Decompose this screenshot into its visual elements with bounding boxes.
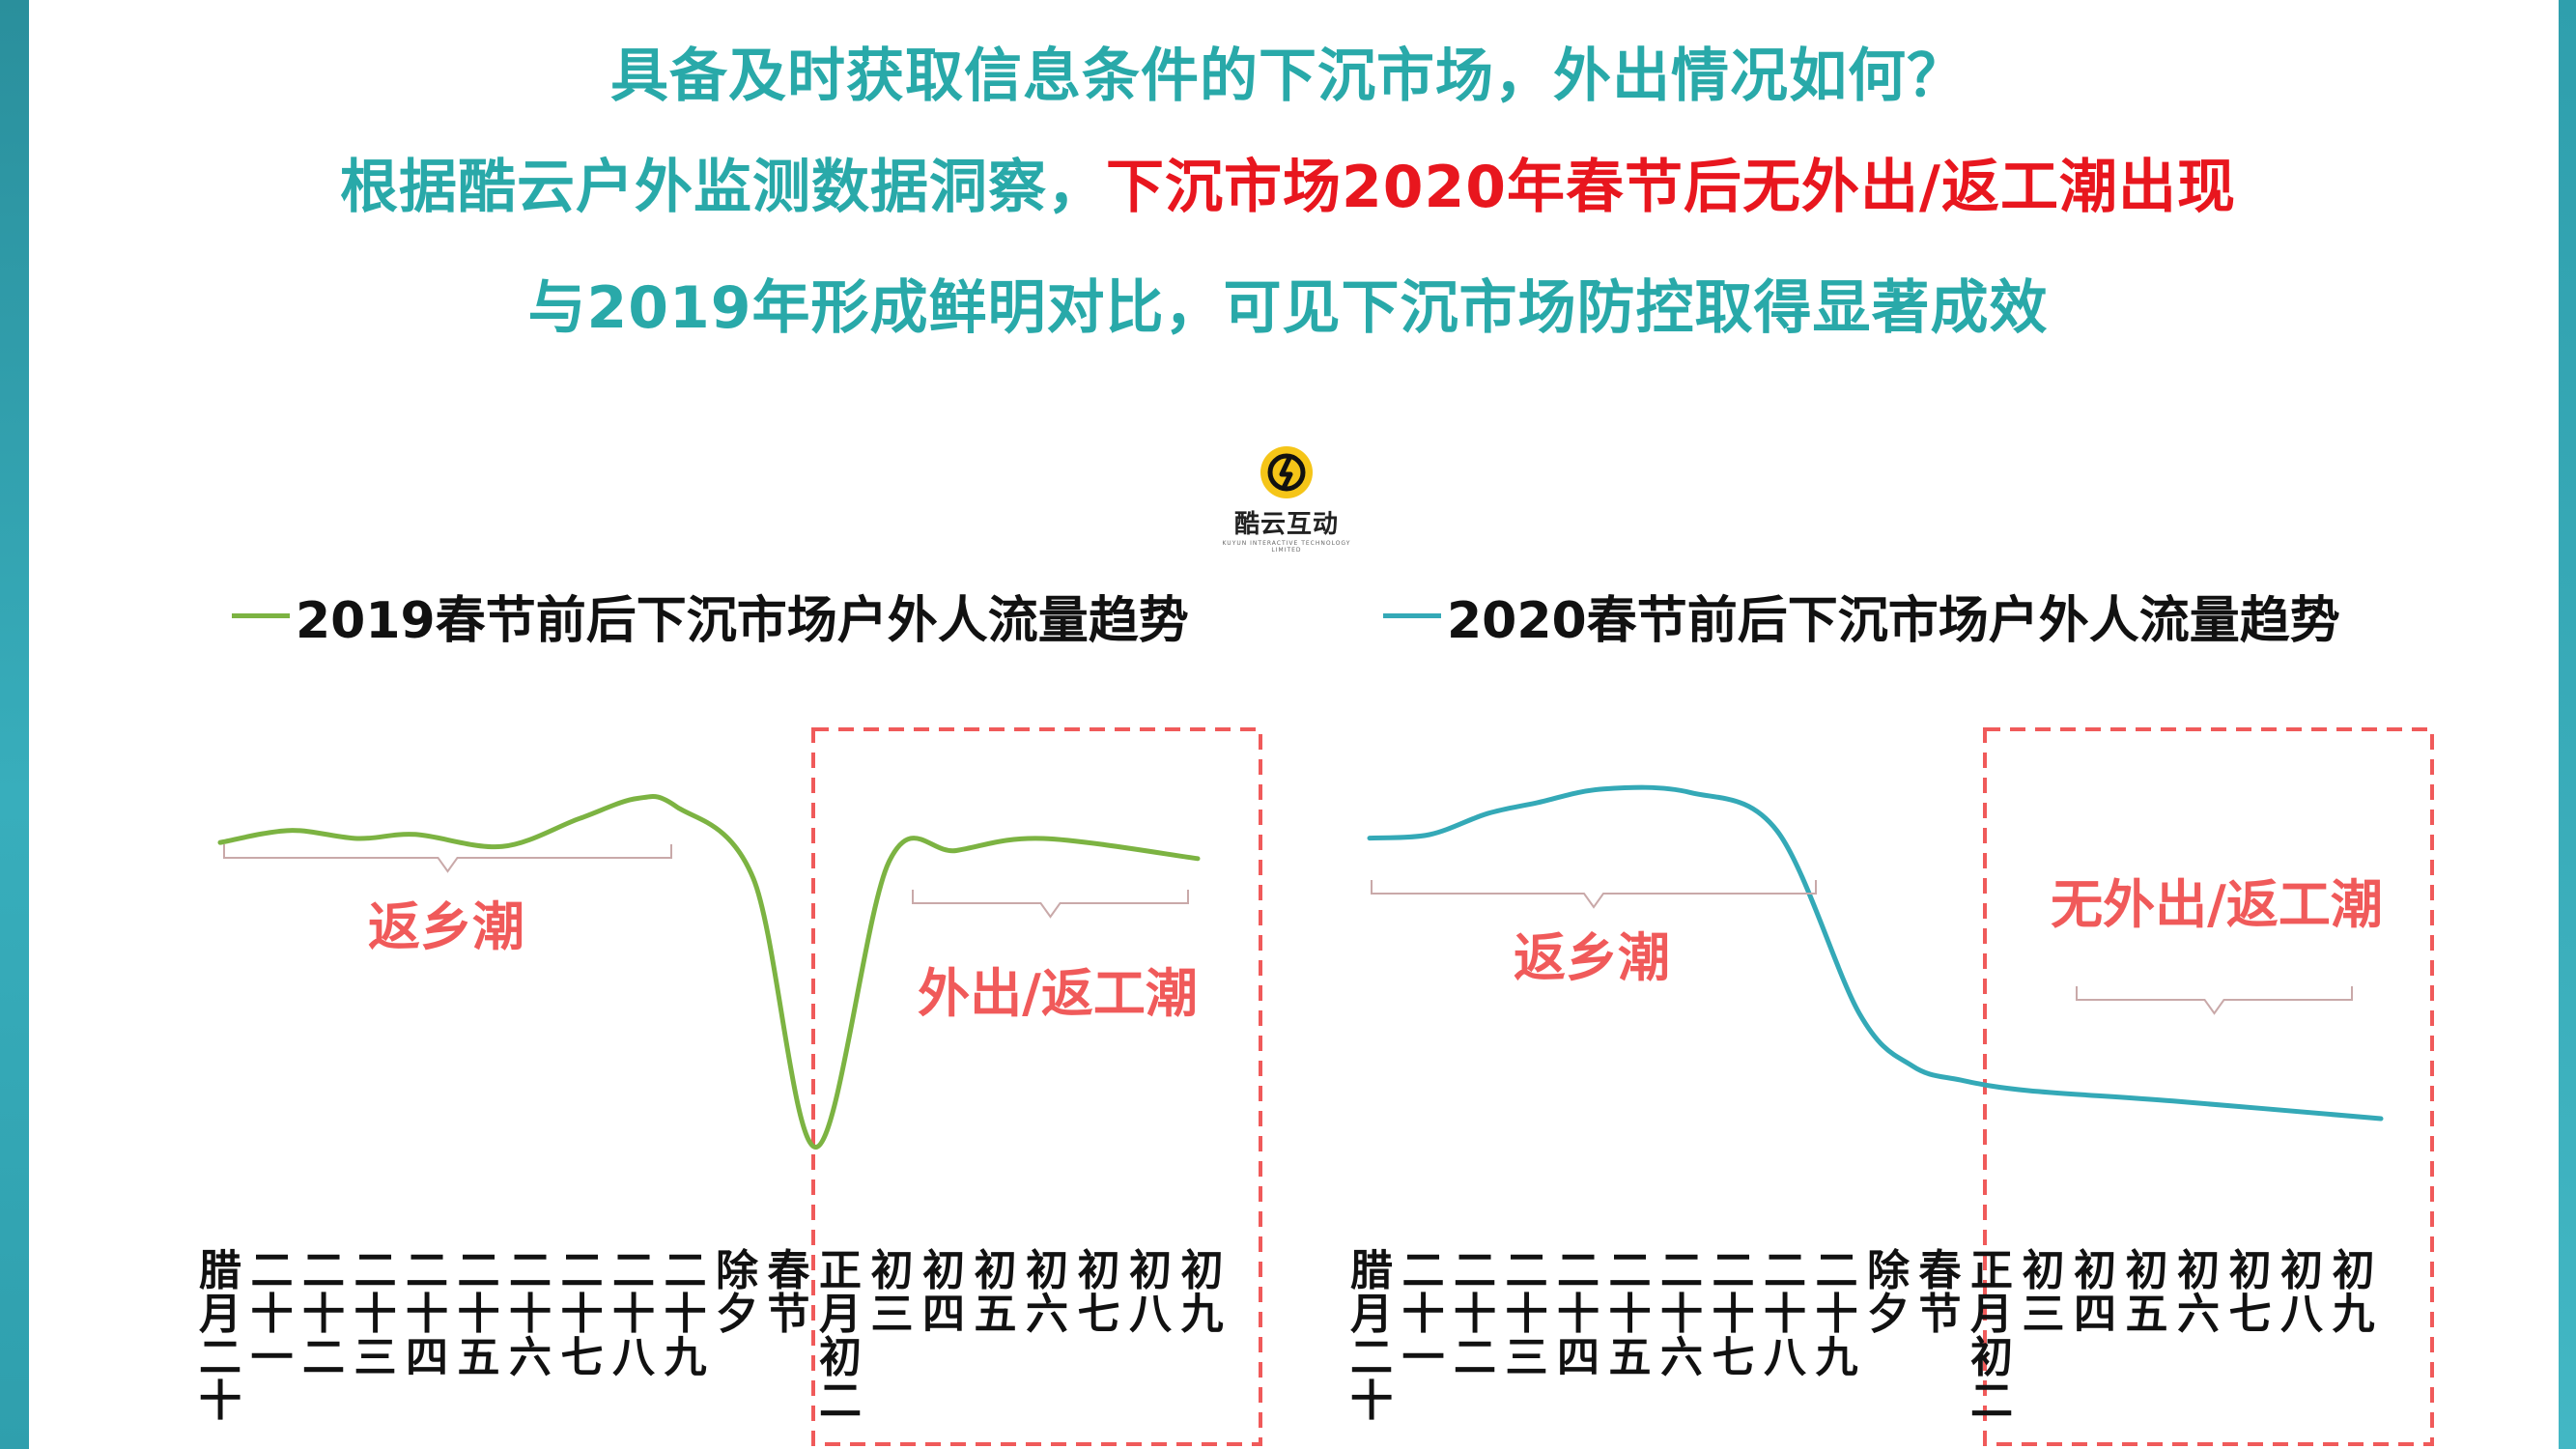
x-tick-label: 正月初二	[819, 1246, 862, 1426]
x-tick-label: 初八	[2280, 1246, 2324, 1339]
x-tick-label: 春节	[1919, 1246, 1962, 1339]
x-tick-label: 二十五	[458, 1246, 500, 1382]
x-tick-label: 二十二	[302, 1246, 345, 1382]
annotation-outbound: 外出/返工潮	[918, 963, 1198, 1024]
left-accent-bar	[0, 0, 29, 1449]
chart-2020-title-text: 2020春节前后下沉市场户外人流量趋势	[1447, 592, 2340, 650]
x-tick-label: 初五	[975, 1246, 1017, 1339]
x-tick-label: 初九	[2333, 1246, 2375, 1339]
brace-outbound	[912, 890, 1189, 919]
x-tick-label: 二十五	[1609, 1246, 1652, 1382]
x-tick-label: 二十六	[1660, 1246, 1703, 1382]
chart-2019-title: 2019春节前后下沉市场户外人流量趋势	[232, 580, 1189, 652]
x-tick-label: 初八	[1129, 1246, 1173, 1339]
x-tick-label: 初六	[2177, 1246, 2220, 1339]
highlight-box-2019	[811, 727, 1262, 1446]
brace-no-outbound	[2076, 986, 2353, 1015]
annotation-return-home: 返乡潮	[368, 896, 524, 957]
x-tick-label: 初五	[2126, 1246, 2168, 1339]
x-tick-label: 腊月二十	[199, 1246, 241, 1426]
logo-subtext: KUYUN INTERACTIVE TECHNOLOGY LIMITED	[1222, 540, 1351, 554]
annotation-no-outbound: 无外出/返工潮	[2051, 874, 2383, 935]
x-tick-label: 初六	[1026, 1246, 1068, 1339]
legend-line-2019	[232, 613, 290, 618]
x-tick-label: 正月初二	[1970, 1246, 2013, 1426]
x-tick-label: 除夕	[1867, 1246, 1911, 1339]
x-tick-label: 二十四	[1557, 1246, 1599, 1382]
brace-return-home	[223, 844, 672, 873]
x-tick-label: 初三	[2023, 1246, 2065, 1339]
kuyun-logo: 酷云互动 KUYUN INTERACTIVE TECHNOLOGY LIMITE…	[1219, 446, 1354, 554]
brace-return-home	[1371, 880, 1817, 909]
x-tick-label: 初七	[2229, 1246, 2272, 1339]
x-tick-label: 腊月二十	[1350, 1246, 1393, 1426]
logo-mark-icon	[1260, 446, 1313, 498]
headline-insight: 根据酷云户外监测数据洞察，下沉市场2020年春节后无外出/返工潮出现	[0, 140, 2576, 224]
x-tick-label: 初四	[2074, 1246, 2116, 1339]
x-tick-label: 二十一	[251, 1246, 294, 1382]
headline-insight-highlight: 下沉市场2020年春节后无外出/返工潮出现	[1106, 154, 2236, 221]
annotation-return-home: 返乡潮	[1514, 927, 1670, 988]
x-tick-label: 二十八	[1764, 1246, 1807, 1382]
x-tick-label: 初七	[1078, 1246, 1120, 1339]
x-tick-label: 初三	[871, 1246, 914, 1339]
x-tick-label: 初九	[1181, 1246, 1224, 1339]
legend-line-2020	[1383, 613, 1441, 618]
x-tick-label: 二十九	[1816, 1246, 1858, 1382]
series-line-2019	[217, 794, 1201, 1150]
headline-question: 具备及时获取信息条件的下沉市场，外出情况如何？	[610, 43, 1966, 110]
x-tick-label: 二十二	[1454, 1246, 1496, 1382]
x-tick-label: 二十三	[1506, 1246, 1548, 1382]
x-tick-label: 春节	[768, 1246, 810, 1339]
x-tick-label: 二十三	[354, 1246, 397, 1382]
series-line-2020	[1367, 784, 2384, 1122]
x-tick-label: 二十七	[561, 1246, 604, 1382]
x-tick-label: 二十七	[1713, 1246, 1755, 1382]
x-tick-label: 除夕	[716, 1246, 759, 1339]
x-tick-label: 二十九	[665, 1246, 707, 1382]
right-accent-bar	[2559, 0, 2576, 1449]
x-tick-label: 二十八	[612, 1246, 656, 1382]
headline-insight-source: 根据酷云户外监测数据洞察，	[340, 154, 1107, 221]
logo-text: 酷云互动	[1233, 510, 1339, 539]
x-tick-label: 初四	[922, 1246, 965, 1339]
x-tick-label: 二十六	[509, 1246, 552, 1382]
x-tick-label: 二十一	[1402, 1246, 1445, 1382]
x-tick-label: 二十四	[406, 1246, 448, 1382]
chart-2019-title-text: 2019春节前后下沉市场户外人流量趋势	[296, 592, 1189, 650]
headline-conclusion: 与2019年形成鲜明对比，可见下沉市场防控取得显著成效	[527, 274, 2049, 342]
chart-2020-title: 2020春节前后下沉市场户外人流量趋势	[1383, 580, 2340, 652]
